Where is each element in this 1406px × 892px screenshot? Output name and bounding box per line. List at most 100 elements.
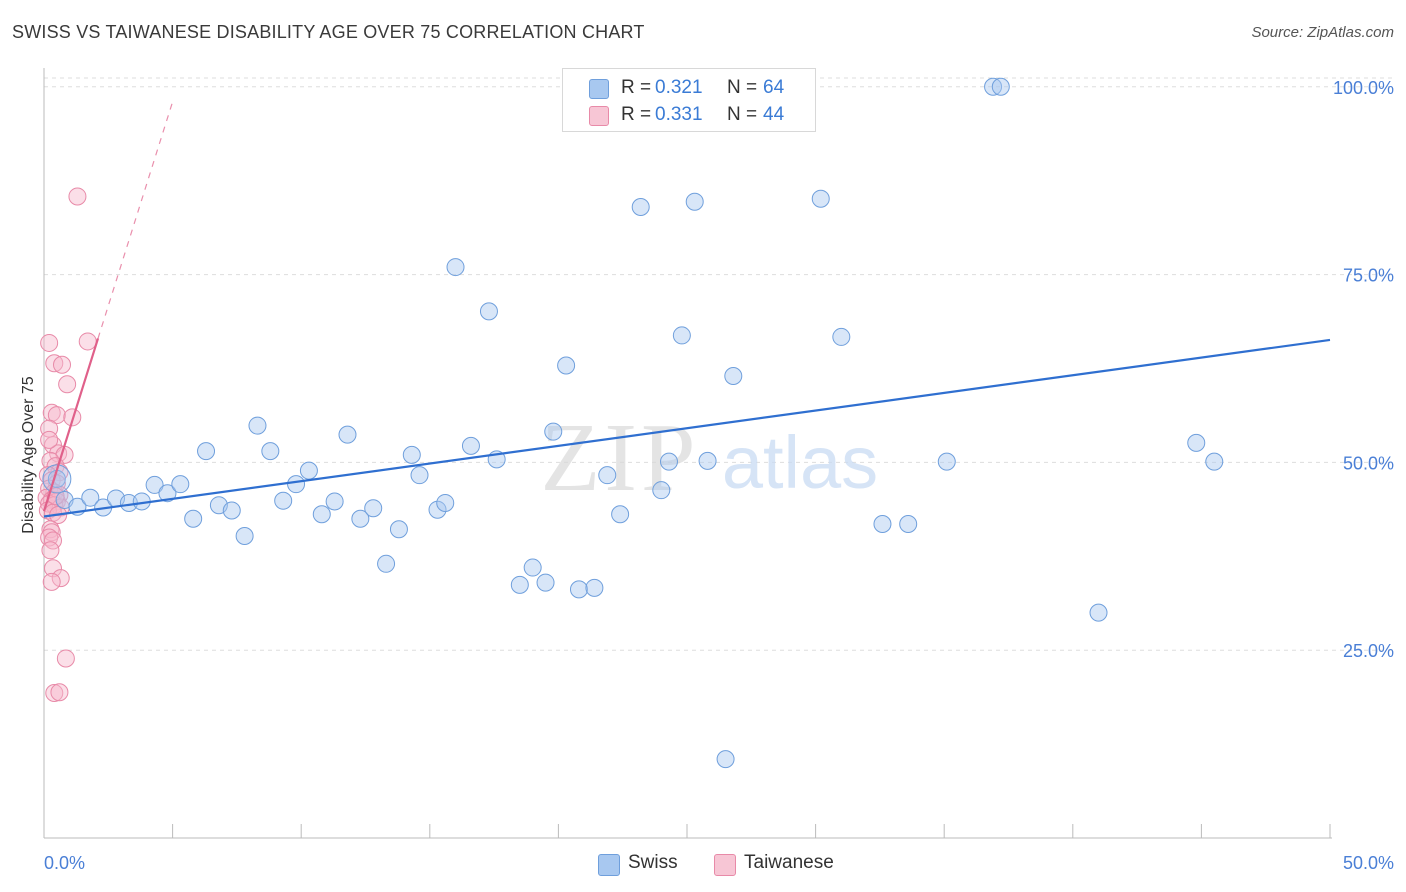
swiss-point (389, 520, 408, 539)
y-tick-label: 75.0% (1343, 266, 1394, 286)
taiwanese-point (40, 333, 59, 352)
swiss-r-label: R = (621, 77, 652, 98)
swiss-point (479, 302, 498, 321)
swiss-point (716, 750, 735, 769)
swiss-swatch (589, 79, 609, 99)
taiwanese-trend-extension (97, 101, 174, 339)
taiwanese-point (45, 354, 64, 373)
taiwanese-r-value: 0.331 (655, 104, 703, 125)
taiwanese-legend-swatch (714, 854, 736, 876)
swiss-point (410, 466, 429, 485)
taiwanese-n-value: 44 (763, 104, 785, 125)
swiss-point (1089, 603, 1108, 622)
watermark-zip: ZIP (541, 404, 700, 512)
swiss-point (248, 416, 267, 435)
y-tick-label: 25.0% (1343, 641, 1394, 661)
swiss-point (222, 501, 241, 520)
swiss-point (659, 452, 678, 471)
taiwanese-point (41, 541, 60, 560)
taiwanese-point (78, 332, 97, 351)
swiss-point (184, 509, 203, 528)
swiss-point (510, 575, 529, 594)
swiss-point (598, 466, 617, 485)
watermark-atlas: atlas (722, 421, 878, 504)
correlation-legend: R = 0.321 N = 64 R = 0.331 N = 44 (562, 68, 816, 132)
swiss-point (1205, 452, 1224, 471)
swiss-n-label: N = (727, 77, 758, 98)
taiwanese-swatch (589, 106, 609, 126)
swiss-point (325, 492, 344, 511)
source-label: Source: ZipAtlas.com (1251, 24, 1394, 41)
taiwanese-points (37, 187, 97, 703)
swiss-point (261, 442, 280, 461)
swiss-point (536, 573, 555, 592)
swiss-point (158, 484, 177, 503)
legend-row-taiwanese: R = 0.331 N = 44 (563, 102, 815, 130)
swiss-point (364, 499, 383, 518)
taiwanese-point (47, 406, 66, 425)
swiss-point (811, 189, 830, 208)
swiss-point (873, 514, 892, 533)
swiss-point (235, 527, 254, 546)
x-tick-labels: 0.0% 50.0% (44, 853, 1394, 873)
swiss-point (698, 451, 717, 470)
taiwanese-point (56, 649, 75, 668)
swiss-point (1187, 433, 1206, 452)
taiwanese-trend-line (42, 338, 100, 512)
taiwanese-point (45, 684, 64, 703)
swiss-point (685, 192, 704, 211)
swiss-point (984, 77, 1003, 96)
swiss-point (145, 475, 164, 494)
x-tick-min: 0.0% (44, 853, 85, 873)
swiss-point (631, 197, 650, 216)
swiss-point (991, 77, 1010, 96)
swiss-point (171, 475, 190, 494)
swiss-point (338, 425, 357, 444)
swiss-point (312, 505, 331, 524)
swiss-point (652, 481, 671, 500)
swiss-point (937, 452, 956, 471)
taiwanese-legend-label: Taiwanese (744, 852, 834, 873)
y-tick-label: 50.0% (1343, 453, 1394, 473)
swiss-point (299, 461, 318, 480)
swiss-point (436, 493, 455, 512)
swiss-point (377, 554, 396, 573)
swiss-point (81, 488, 100, 507)
grid-lines (44, 77, 1392, 651)
swiss-point (585, 578, 604, 597)
y-tick-label: 100.0% (1333, 78, 1394, 98)
taiwanese-point (58, 375, 77, 394)
swiss-point (446, 258, 465, 277)
swiss-point (832, 327, 851, 346)
swiss-point (197, 442, 216, 461)
swiss-point (672, 326, 691, 345)
swiss-point (523, 558, 542, 577)
swiss-point (611, 505, 630, 524)
y-tick-labels: 25.0% 50.0% 75.0% 100.0% (1333, 78, 1394, 661)
swiss-point (544, 422, 563, 441)
taiwanese-point (40, 430, 59, 449)
swiss-trend-line (43, 338, 1331, 518)
swiss-point (461, 436, 480, 455)
taiwanese-r-label: R = (621, 104, 652, 125)
taiwanese-point (68, 187, 87, 206)
swiss-point (428, 500, 447, 519)
swiss-r-value: 0.321 (655, 77, 703, 98)
swiss-points (42, 77, 1224, 769)
swiss-point (569, 580, 588, 599)
swiss-point (287, 475, 306, 494)
y-axis-label: Disability Age Over 75 (20, 376, 37, 534)
swiss-point (899, 514, 918, 533)
series-legend: Swiss Taiwanese (0, 852, 1406, 878)
chart-title: SWISS VS TAIWANESE DISABILITY AGE OVER 7… (12, 22, 645, 42)
legend-row-swiss: R = 0.321 N = 64 (563, 75, 815, 103)
swiss-n-value: 64 (763, 77, 785, 98)
x-tick-max: 50.0% (1343, 853, 1394, 873)
swiss-legend-swatch (598, 854, 620, 876)
taiwanese-point (50, 683, 69, 702)
taiwanese-n-label: N = (727, 104, 758, 125)
taiwanese-point (51, 569, 70, 588)
swiss-cluster-point (42, 464, 72, 494)
axes (43, 68, 1332, 839)
